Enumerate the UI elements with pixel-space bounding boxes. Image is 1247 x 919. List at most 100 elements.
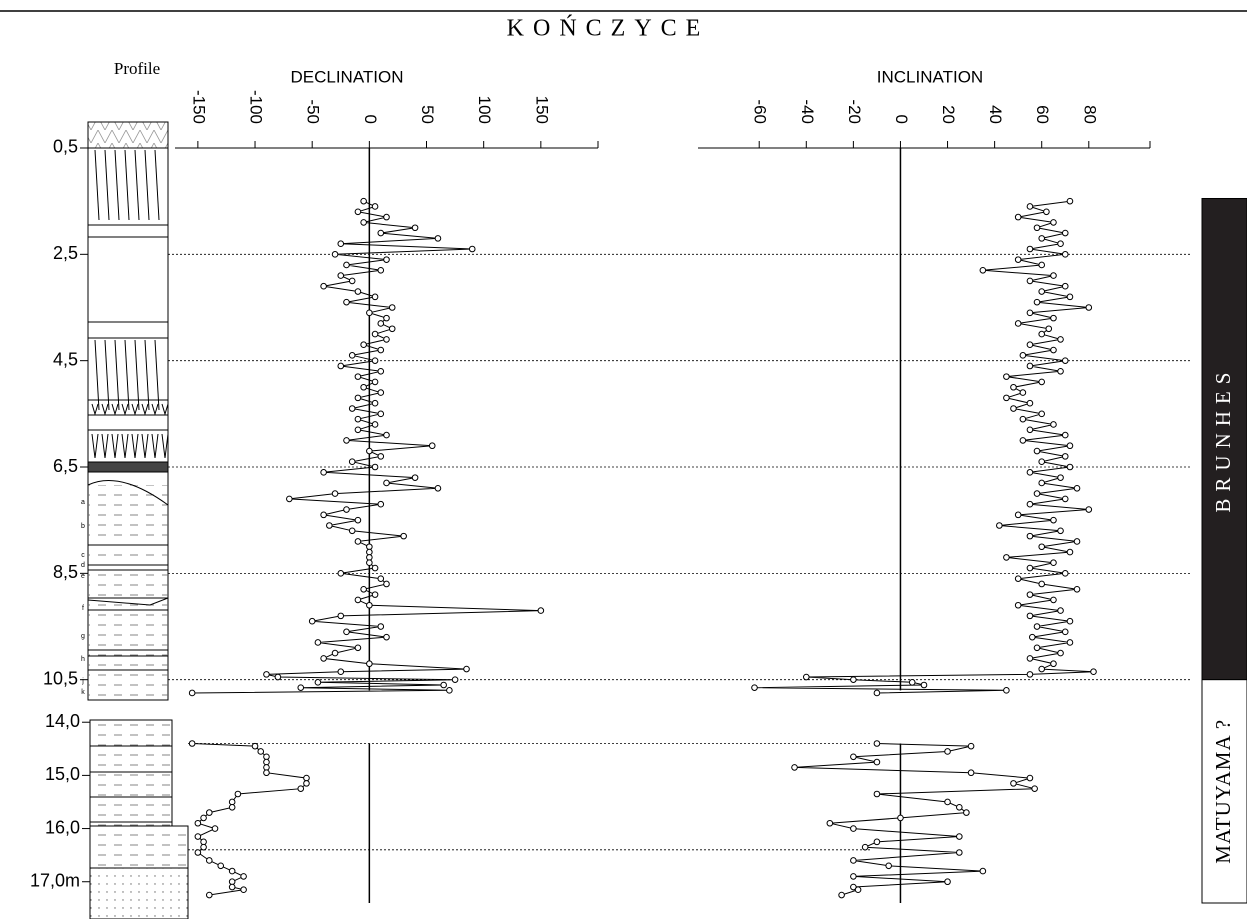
data-point bbox=[1027, 656, 1033, 662]
y-tick-label: 0,5 bbox=[53, 137, 78, 157]
data-point bbox=[349, 528, 355, 534]
data-point bbox=[1051, 220, 1057, 226]
lithology-label: h bbox=[81, 656, 85, 663]
data-point bbox=[372, 331, 378, 337]
data-point bbox=[1058, 650, 1064, 656]
layer bbox=[90, 826, 188, 868]
data-point bbox=[389, 305, 395, 311]
data-point bbox=[1034, 225, 1040, 231]
data-point bbox=[338, 613, 344, 619]
data-point bbox=[1039, 331, 1045, 337]
data-point bbox=[1039, 480, 1045, 486]
data-point bbox=[1058, 475, 1064, 481]
hard-layer bbox=[88, 462, 168, 472]
x-tick-label: -100 bbox=[247, 90, 266, 124]
data-point bbox=[803, 674, 809, 680]
x-tick-label: 0 bbox=[892, 115, 911, 124]
data-point bbox=[1058, 337, 1064, 343]
data-point bbox=[1051, 422, 1057, 428]
data-point bbox=[355, 517, 361, 523]
y-tick-label: 6,5 bbox=[53, 456, 78, 476]
data-point bbox=[1027, 501, 1033, 507]
data-point bbox=[258, 749, 264, 755]
data-point bbox=[212, 826, 218, 832]
data-point bbox=[968, 770, 974, 776]
data-point bbox=[367, 602, 373, 608]
data-point bbox=[1027, 342, 1033, 348]
data-point bbox=[1051, 273, 1057, 279]
data-point bbox=[792, 765, 798, 771]
data-point bbox=[1034, 624, 1040, 630]
data-point bbox=[1027, 310, 1033, 316]
data-point bbox=[367, 549, 373, 555]
data-point bbox=[862, 844, 868, 850]
data-point bbox=[1011, 781, 1017, 787]
data-point bbox=[264, 770, 270, 776]
data-point bbox=[1067, 443, 1073, 449]
data-point bbox=[1027, 363, 1033, 369]
data-point bbox=[1067, 294, 1073, 300]
data-point bbox=[229, 884, 235, 890]
data-point bbox=[344, 299, 350, 305]
layer bbox=[90, 868, 188, 919]
data-point bbox=[384, 581, 390, 587]
data-point bbox=[332, 491, 338, 497]
data-point bbox=[851, 874, 857, 880]
data-point bbox=[355, 427, 361, 433]
data-point bbox=[1062, 283, 1068, 289]
data-point bbox=[349, 459, 355, 465]
data-point bbox=[980, 868, 986, 874]
data-point bbox=[1011, 384, 1017, 390]
data-point bbox=[298, 786, 304, 792]
data-point bbox=[851, 754, 857, 760]
x-tick-label: -50 bbox=[304, 99, 323, 124]
data-point bbox=[1074, 586, 1080, 592]
data-point bbox=[1034, 299, 1040, 305]
data-point bbox=[1015, 576, 1021, 582]
data-point bbox=[304, 775, 310, 781]
data-point bbox=[1011, 406, 1017, 412]
data-point bbox=[344, 438, 350, 444]
data-point bbox=[1039, 544, 1045, 550]
x-tick-label: 0 bbox=[361, 115, 380, 124]
data-point bbox=[1051, 661, 1057, 667]
data-point bbox=[344, 507, 350, 513]
data-point bbox=[206, 810, 212, 816]
data-point bbox=[1004, 395, 1010, 401]
lithology-label: d bbox=[81, 562, 85, 569]
data-point bbox=[321, 283, 327, 289]
data-point bbox=[206, 858, 212, 864]
y-tick-label: 14,0 bbox=[45, 711, 80, 731]
data-point bbox=[1027, 613, 1033, 619]
data-point bbox=[321, 470, 327, 476]
data-point bbox=[1039, 411, 1045, 417]
data-point bbox=[1062, 496, 1068, 502]
data-point bbox=[264, 672, 270, 678]
data-point bbox=[752, 685, 758, 691]
data-point bbox=[349, 278, 355, 284]
y-tick-label: 10,5 bbox=[43, 668, 78, 688]
data-point bbox=[338, 363, 344, 369]
data-point bbox=[378, 390, 384, 396]
data-point bbox=[218, 863, 224, 869]
lithology-label: b bbox=[81, 523, 85, 530]
data-point bbox=[1027, 470, 1033, 476]
figure: KOŃCZYCE Profile DECLINATION INCLINATION… bbox=[0, 0, 1247, 919]
data-point bbox=[355, 539, 361, 545]
data-point bbox=[309, 618, 315, 624]
data-point bbox=[1046, 326, 1052, 332]
data-point bbox=[355, 645, 361, 651]
data-point bbox=[384, 315, 390, 321]
data-point bbox=[315, 680, 321, 686]
data-point bbox=[372, 294, 378, 300]
data-point bbox=[367, 661, 373, 667]
x-tick-label: -150 bbox=[189, 90, 208, 124]
data-point bbox=[1039, 581, 1045, 587]
data-point bbox=[229, 804, 235, 810]
data-point bbox=[945, 749, 951, 755]
x-tick-label: -20 bbox=[845, 99, 864, 124]
y-tick-label: 8,5 bbox=[53, 562, 78, 582]
x-tick-label: 80 bbox=[1080, 105, 1099, 124]
data-point bbox=[1004, 555, 1010, 561]
data-point bbox=[1020, 390, 1026, 396]
